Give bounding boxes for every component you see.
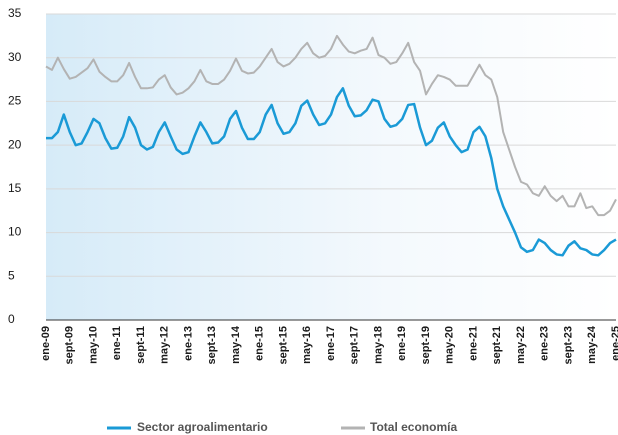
y-tick-label: 25 <box>8 94 22 108</box>
x-tick-label: ene-17 <box>325 326 337 361</box>
x-tick-label: may-14 <box>230 325 242 364</box>
y-tick-label: 5 <box>8 268 15 282</box>
x-tick-label: sept-15 <box>277 326 289 365</box>
x-tick-label: sept-09 <box>64 326 76 365</box>
y-tick-label: 10 <box>8 225 22 239</box>
x-tick-label: may-20 <box>444 326 456 364</box>
x-tick-label: may-12 <box>159 326 171 364</box>
series-line <box>45 34 617 217</box>
y-tick-label: 0 <box>8 312 15 326</box>
x-tick-label: ene-09 <box>40 326 52 361</box>
y-tick-label: 30 <box>8 50 22 64</box>
x-tick-label: sept-11 <box>135 326 147 364</box>
series-line <box>46 87 617 257</box>
x-tick-label: may-18 <box>372 326 384 364</box>
x-tick-label: sept-23 <box>562 326 574 365</box>
y-tick-label: 35 <box>8 6 22 20</box>
legend-label: Total economía <box>370 420 457 434</box>
legend-label: Sector agroalimentario <box>137 420 268 434</box>
x-tick-label: ene-23 <box>539 326 551 361</box>
x-tick-label: may-22 <box>515 326 527 364</box>
x-tick-label: ene-15 <box>254 326 266 361</box>
x-tick-label: may-16 <box>301 326 313 364</box>
x-tick-label: may-10 <box>87 326 99 364</box>
x-tick-label: ene-11 <box>111 326 123 360</box>
y-tick-label: 20 <box>8 137 22 151</box>
x-tick-label: ene-19 <box>396 326 408 361</box>
x-tick-label: ene-13 <box>182 326 194 361</box>
plot-background <box>46 14 616 320</box>
x-tick-label: sept-19 <box>420 326 432 365</box>
y-tick-label: 15 <box>8 181 22 195</box>
x-tick-label: sept-17 <box>349 326 361 365</box>
x-tick-label: ene-25 <box>610 326 618 361</box>
x-tick-label: sept-21 <box>491 326 503 365</box>
x-tick-label: ene-21 <box>467 326 479 361</box>
x-tick-label: may-24 <box>586 325 598 364</box>
x-tick-label: sept-13 <box>206 326 218 365</box>
